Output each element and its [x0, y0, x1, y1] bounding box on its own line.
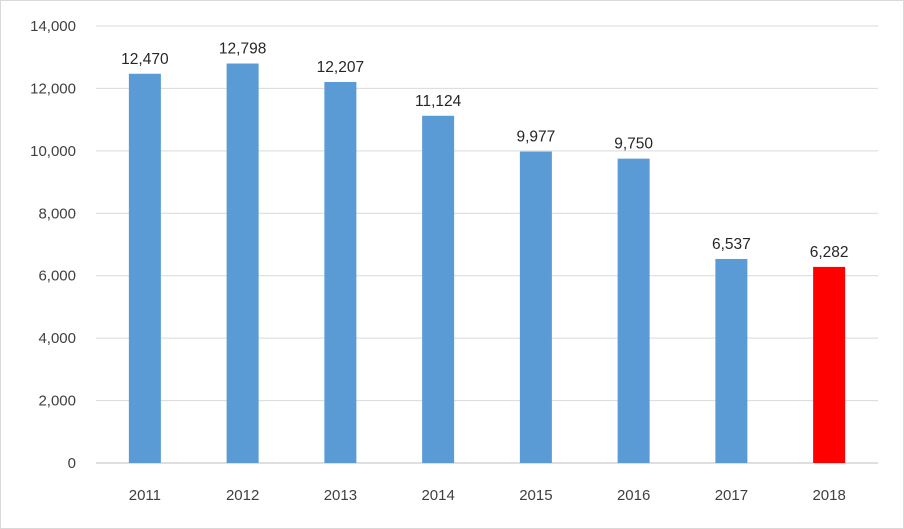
x-tick-label: 2013: [324, 487, 357, 504]
bar-2014: [422, 115, 455, 464]
bar-2018: [813, 266, 846, 463]
data-label: 11,124: [415, 93, 462, 110]
bar-2012: [226, 63, 259, 464]
bar-2017: [715, 258, 748, 463]
data-labels: 12,470 12,798 12,207 11,124 9,977 9,750 6,537 6…: [121, 41, 848, 261]
data-label: 6,282: [810, 244, 849, 261]
bar-2013: [324, 81, 357, 463]
data-label: 12,207: [317, 59, 364, 76]
x-tick-label: 2017: [715, 487, 748, 504]
y-tick-label: 4,000: [38, 330, 76, 347]
x-tick-label: 2014: [421, 487, 454, 504]
x-tick-label: 2015: [519, 487, 552, 504]
x-tick-label: 2011: [129, 487, 161, 504]
data-label: 12,798: [219, 41, 266, 58]
bar-2011: [128, 73, 161, 463]
y-tick-label: 10,000: [30, 143, 76, 160]
x-axis-ticks: 2011 2012 2013 2014 2015 2016 2017 2018: [129, 487, 846, 504]
y-tick-label: 6,000: [38, 268, 76, 285]
gridlines: [96, 25, 878, 464]
x-tick-label: 2018: [812, 487, 845, 504]
data-label: 9,750: [614, 136, 653, 153]
data-label: 9,977: [516, 129, 555, 146]
x-tick-label: 2012: [226, 487, 259, 504]
y-tick-label: 12,000: [30, 80, 76, 97]
y-tick-label: 14,000: [30, 18, 76, 35]
x-tick-label: 2016: [617, 487, 650, 504]
y-tick-label: 2,000: [38, 393, 76, 410]
y-axis-ticks: 0 2,000 4,000 6,000 8,000 10,000 12,000 14,000: [30, 18, 76, 472]
bar-2015: [519, 151, 552, 463]
data-label: 6,537: [712, 236, 751, 253]
y-tick-label: 8,000: [38, 205, 76, 222]
bar-2016: [617, 158, 650, 464]
bars: [128, 63, 846, 464]
data-label: 12,470: [121, 51, 169, 68]
y-tick-label: 0: [68, 455, 76, 472]
